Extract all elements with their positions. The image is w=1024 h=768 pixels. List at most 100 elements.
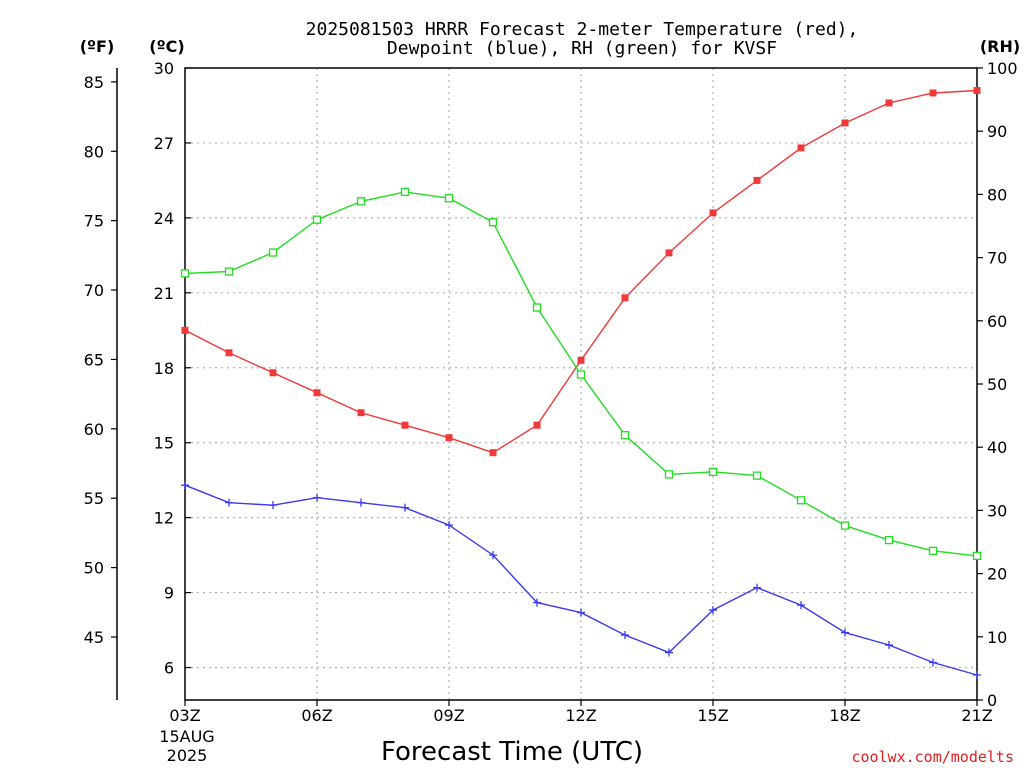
celsius-unit-label: (ºC) xyxy=(149,37,184,56)
rh-point xyxy=(708,467,718,476)
dewpoint-point xyxy=(885,641,893,650)
chart-title-line2: Dewpoint (blue), RH (green) for KVSF xyxy=(387,38,777,59)
temperature-point xyxy=(225,349,233,357)
dewpoint-point xyxy=(621,631,629,640)
fahrenheit-tick-label: 85 xyxy=(84,73,104,92)
dewpoint-point xyxy=(973,671,981,680)
temperature-point xyxy=(269,369,277,377)
rh-point xyxy=(620,431,630,440)
dewpoint-point xyxy=(445,521,453,530)
temperature-point xyxy=(489,449,497,457)
rh-point xyxy=(488,218,498,227)
celsius-tick-label: 9 xyxy=(164,584,174,603)
x-tick-label: 09Z xyxy=(433,706,464,725)
temperature-point xyxy=(621,294,629,302)
fahrenheit-tick-label: 65 xyxy=(84,350,104,369)
rh-tick-label: 0 xyxy=(987,691,997,710)
celsius-tick-label: 27 xyxy=(154,134,174,153)
rh-point xyxy=(576,370,586,379)
dewpoint-point xyxy=(533,598,541,607)
temperature-point xyxy=(753,176,761,184)
grid-lines xyxy=(185,68,977,700)
dewpoint-point xyxy=(225,498,233,507)
rh-tick-label: 50 xyxy=(987,375,1007,394)
temperature-point xyxy=(181,326,189,334)
chart-title-line1: 2025081503 HRRR Forecast 2-meter Tempera… xyxy=(306,19,859,40)
rh-point xyxy=(928,546,938,555)
rh-point xyxy=(796,496,806,505)
temperature-point xyxy=(401,421,409,429)
rh-tick-label: 60 xyxy=(987,312,1007,331)
dewpoint-point xyxy=(929,658,937,667)
dewpoint-point xyxy=(181,481,189,490)
temperature-point xyxy=(973,86,981,94)
x-tick-label: 15Z xyxy=(697,706,728,725)
rh-tick-label: 20 xyxy=(987,565,1007,584)
series-layer xyxy=(180,86,982,680)
rh-point xyxy=(312,215,322,224)
fahrenheit-tick-label: 70 xyxy=(84,281,104,300)
rh-tick-label: 80 xyxy=(987,185,1007,204)
celsius-tick-label: 30 xyxy=(154,59,174,78)
credit-text: coolwx.com/modelts xyxy=(851,748,1014,766)
dewpoint-point xyxy=(709,606,717,615)
fahrenheit-tick-label: 50 xyxy=(84,559,104,578)
dewpoint-point xyxy=(489,551,497,560)
celsius-tick-label: 15 xyxy=(154,434,174,453)
celsius-tick-label: 6 xyxy=(164,659,174,678)
temperature-point xyxy=(445,434,453,442)
celsius-tick-label: 24 xyxy=(154,209,174,228)
rh-point xyxy=(444,194,454,203)
celsius-tick-label: 18 xyxy=(154,359,174,378)
fahrenheit-tick-label: 45 xyxy=(84,628,104,647)
dewpoint-point xyxy=(797,601,805,610)
rh-tick-label: 10 xyxy=(987,628,1007,647)
rh-unit-label: (RH) xyxy=(980,37,1020,56)
temperature-point xyxy=(313,389,321,397)
dewpoint-point xyxy=(357,498,365,507)
temperature-point xyxy=(709,209,717,217)
temperature-point xyxy=(665,249,673,257)
rh-point xyxy=(356,197,366,206)
dewpoint-point xyxy=(269,501,277,510)
temperature-point xyxy=(577,356,585,364)
rh-point xyxy=(180,269,190,278)
rh-tick-label: 100 xyxy=(987,59,1018,78)
x-tick-label: 12Z xyxy=(565,706,596,725)
temperature-point xyxy=(885,99,893,107)
x-axis-date-line1: 15AUG xyxy=(159,727,214,746)
fahrenheit-tick-label: 80 xyxy=(84,142,104,161)
x-axis-label: Forecast Time (UTC) xyxy=(381,737,643,767)
rh-point xyxy=(532,303,542,312)
temperature-point xyxy=(929,89,937,97)
x-axis-date-line2: 2025 xyxy=(167,746,208,765)
rh-point xyxy=(840,521,850,530)
rh-tick-label: 70 xyxy=(987,249,1007,268)
fahrenheit-unit-label: (ºF) xyxy=(80,37,115,56)
temperature-point xyxy=(797,144,805,152)
rh-point xyxy=(884,535,894,545)
x-tick-label: 21Z xyxy=(961,706,992,725)
axis-ticks: 03Z 06Z 09Z 12Z 15Z 18Z 21Z 6 9 12 15 18 21 24 27 30 45 5… xyxy=(84,59,1018,725)
dewpoint-point xyxy=(313,493,321,502)
dewpoint-point xyxy=(753,583,761,592)
x-tick-label: 03Z xyxy=(169,706,200,725)
plot-frame xyxy=(184,67,978,701)
rh-point xyxy=(752,471,762,480)
temperature-point xyxy=(357,409,365,417)
rh-point xyxy=(400,187,410,197)
rh-point xyxy=(224,267,234,276)
temperature-point xyxy=(841,119,849,127)
rh-tick-label: 40 xyxy=(987,438,1007,457)
dewpoint-point xyxy=(577,608,585,617)
celsius-tick-label: 21 xyxy=(154,284,174,303)
fahrenheit-tick-label: 55 xyxy=(84,489,104,508)
x-tick-label: 06Z xyxy=(301,706,332,725)
rh-point xyxy=(664,470,674,479)
temperature-point xyxy=(533,421,541,429)
celsius-tick-label: 12 xyxy=(154,509,174,528)
rh-tick-label: 30 xyxy=(987,501,1007,520)
fahrenheit-tick-label: 60 xyxy=(84,420,104,439)
x-tick-label: 18Z xyxy=(829,706,860,725)
